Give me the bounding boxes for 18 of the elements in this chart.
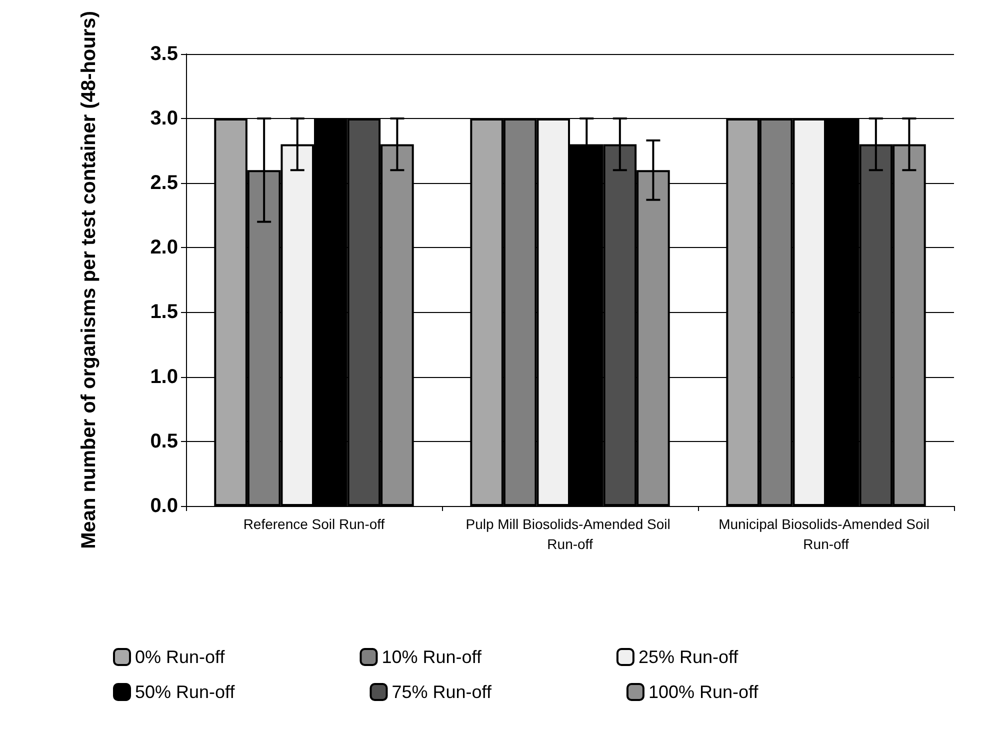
y-tick-label: 3.0 xyxy=(150,107,178,130)
legend-label: 100% Run-off xyxy=(648,682,760,702)
y-tick-label: 1.5 xyxy=(150,301,178,324)
y-tick-label: 1.0 xyxy=(150,366,178,388)
y-tick-label: 2.0 xyxy=(150,236,178,259)
x-tick-label: Pulp Mill Biosolids-Amended Soil Run-off xyxy=(466,516,674,552)
y-tick-label: 2.5 xyxy=(150,172,178,194)
x-tick-label: Reference Soil Run-off xyxy=(243,516,385,532)
legend-label: 50% Run-off xyxy=(135,682,236,702)
x-tick-label: Municipal Biosolids-Amended Soil Run-off xyxy=(718,516,934,552)
y-tick-label: 3.5 xyxy=(150,42,178,65)
legend-label: 25% Run-off xyxy=(638,647,740,667)
y-tick-label: 0.5 xyxy=(150,430,178,452)
y-axis-title: Mean number of organisms per test container (48-hours) xyxy=(78,11,100,549)
y-tick-label: 0.0 xyxy=(150,495,178,517)
legend-label: 10% Run-off xyxy=(382,647,482,667)
legend-label: 75% Run-off xyxy=(392,682,492,702)
legend-label: 0% Run-off xyxy=(135,647,226,667)
